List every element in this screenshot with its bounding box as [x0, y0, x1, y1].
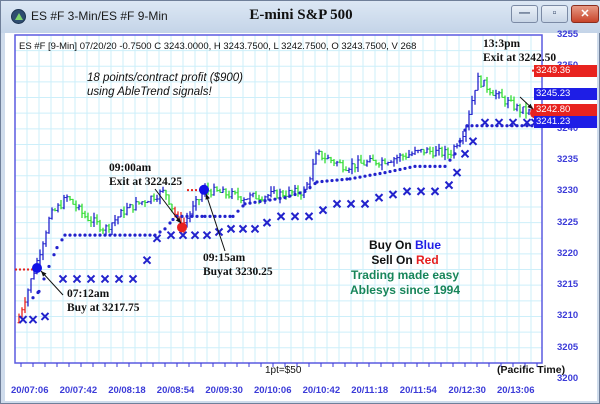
buy2-annotation: 09:15am Buyat 3230.25: [203, 251, 273, 279]
x-tick-label: 20/12:30: [448, 385, 486, 396]
legend-tagline-2: Ablesys since 1994: [349, 283, 461, 297]
x-tick-label: 20/11:18: [351, 385, 389, 396]
x-tick-label: 20/07:42: [59, 385, 98, 396]
x-tick-label: 20/11:54: [399, 385, 437, 396]
exit2-annotation: 13:3pm Exit at 3242.50: [483, 37, 556, 65]
chart-title: E-mini S&P 500: [249, 7, 353, 23]
x-tick-label: 20/08:18: [108, 385, 146, 396]
point-value-label: 1pt=$50: [265, 365, 302, 376]
y-tick-label: 3215: [557, 279, 579, 291]
exit1-annotation: 09:00am Exit at 3224.25: [109, 161, 182, 189]
buy2-text: Buyat 3230.25: [203, 266, 273, 278]
x-tick-label: 20/09:30: [205, 385, 243, 396]
ohlc-info-line: ES #F [9-Min] 07/20/20 -0.7500 C 3243.00…: [19, 41, 417, 52]
y-tick-label: 3205: [557, 341, 579, 353]
price-label: 3242.80: [534, 104, 597, 116]
price-label: 3245.23: [534, 88, 597, 100]
window-title: ES #F 3-Min/ES #F 9-Min: [31, 9, 168, 23]
y-tick-label: 3255: [557, 29, 579, 40]
profit-line-1: 18 points/contract profit ($900): [87, 72, 243, 84]
title-bar: ES #F 3-Min/ES #F 9-Min E-mini S&P 500 —…: [1, 1, 600, 33]
exit1-text: Exit at 3224.25: [109, 176, 183, 188]
buy1-annotation: 07:12am Buy at 3217.75: [67, 287, 140, 315]
price-label: 3241.23: [534, 116, 597, 128]
maximize-button[interactable]: ▫: [541, 5, 568, 23]
signal-legend: Buy On Blue Sell On Red Trading made eas…: [345, 238, 465, 298]
app-icon: [11, 9, 26, 24]
legend-buy-color: Blue: [415, 238, 442, 252]
legend-buy-label: Buy On: [368, 238, 415, 252]
chart-area[interactable]: ES #F [9-Min] 07/20/20 -0.7500 C 3243.00…: [5, 29, 597, 401]
minimize-button[interactable]: —: [511, 5, 538, 23]
buy1-time: 07:12am: [67, 288, 110, 300]
minimize-icon: —: [519, 7, 530, 19]
price-label: 3249.36: [534, 65, 597, 77]
maximize-icon: ▫: [552, 7, 557, 19]
price-plot: [14, 34, 543, 367]
y-tick-label: 3230: [557, 185, 579, 197]
y-tick-label: 3235: [557, 154, 579, 166]
x-tick-label: 20/13:06: [497, 385, 535, 396]
y-tick-label: 3210: [557, 310, 579, 322]
close-icon: ✕: [580, 8, 590, 20]
x-tick-label: 20/07:06: [11, 385, 49, 396]
exit1-time: 09:00am: [109, 162, 152, 174]
buy2-time: 09:15am: [203, 252, 246, 264]
y-tick-label: 3220: [557, 247, 579, 259]
y-tick-label: 3225: [557, 216, 579, 228]
x-tick-label: 20/08:54: [156, 385, 195, 396]
close-button[interactable]: ✕: [571, 5, 599, 23]
y-tick-label: 3240: [557, 122, 579, 134]
x-tick-label: 20/10:42: [302, 385, 341, 396]
exit2-time: 13:3pm: [483, 38, 521, 50]
legend-sell-color: Red: [416, 253, 439, 267]
profit-annotation: 18 points/contract profit ($900) using A…: [87, 71, 243, 99]
legend-tagline-1: Trading made easy: [350, 268, 460, 282]
profit-line-2: using AbleTrend signals!: [87, 86, 212, 98]
x-tick-label: 20/10:06: [254, 385, 292, 396]
legend-sell-label: Sell On: [371, 253, 416, 267]
timezone-label: (Pacific Time): [497, 364, 566, 376]
buy1-text: Buy at 3217.75: [67, 302, 140, 314]
exit2-text: Exit at 3242.50: [483, 52, 557, 64]
y-tick-label: 3200: [557, 373, 579, 384]
